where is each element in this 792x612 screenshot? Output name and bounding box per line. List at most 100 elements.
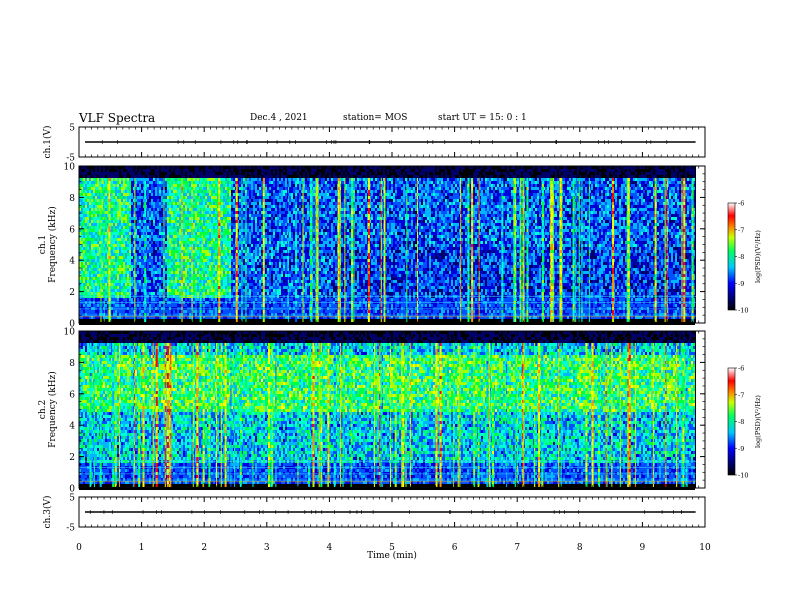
- spectrogram-cell: [99, 172, 101, 175]
- spectrogram-cell: [105, 235, 107, 238]
- spectrogram-cell: [153, 250, 155, 253]
- spectrogram-cell: [111, 205, 113, 208]
- spectrogram-cell: [91, 175, 93, 178]
- spectrogram-cell: [111, 190, 113, 193]
- spectrogram-cell: [91, 247, 93, 250]
- spectrogram-cell: [145, 175, 147, 178]
- spectrogram-cell: [155, 214, 157, 217]
- spectrogram-cell: [157, 319, 159, 322]
- spectrogram-cell: [123, 280, 125, 283]
- spectrogram-cell: [159, 178, 161, 181]
- spectrogram-cell: [95, 205, 97, 208]
- spectrogram-cell: [149, 205, 151, 208]
- spectrogram-cell: [83, 265, 85, 268]
- spectrogram-cell: [83, 205, 85, 208]
- spectrogram-cell: [105, 190, 107, 193]
- spectrogram-cell: [147, 238, 149, 241]
- spectrogram-cell: [147, 289, 149, 292]
- spectrogram-cell: [139, 208, 141, 211]
- spectrogram-cell: [87, 280, 89, 283]
- spectrogram-cell: [159, 286, 161, 289]
- spectrogram-cell: [131, 274, 133, 277]
- spectrogram-cell: [111, 220, 113, 223]
- spectrogram-cell: [113, 268, 115, 271]
- spectrogram-cell: [85, 256, 87, 259]
- spectrogram-cell: [113, 238, 115, 241]
- spectrogram-cell: [115, 196, 117, 199]
- spectrogram-cell: [151, 265, 153, 268]
- spectrogram-cell: [159, 208, 161, 211]
- spectrogram-cell: [117, 256, 119, 259]
- spectrogram-cell: [147, 265, 149, 268]
- spectrogram-cell: [115, 223, 117, 226]
- spectrogram-cell: [161, 253, 163, 256]
- spectrogram-cell: [119, 319, 121, 322]
- spectrogram-cell: [151, 253, 153, 256]
- spectrogram-cell: [105, 226, 107, 229]
- spectrogram-cell: [105, 304, 107, 307]
- spectrogram-cell: [153, 232, 155, 235]
- spectrogram-cell: [161, 220, 163, 223]
- spectrogram-cell: [129, 238, 131, 241]
- spectrogram-cell: [141, 199, 143, 202]
- spectrogram-cell: [117, 190, 119, 193]
- spectrogram-cell: [151, 286, 153, 289]
- spectrogram-cell: [121, 229, 123, 232]
- spectrogram-cell: [139, 256, 141, 259]
- spectrogram-cell: [159, 238, 161, 241]
- spectrogram-cell: [159, 214, 161, 217]
- spectrogram-cell: [127, 205, 129, 208]
- spectrogram-cell: [131, 181, 133, 184]
- spectrogram-cell: [117, 250, 119, 253]
- spectrogram-cell: [127, 259, 129, 262]
- spectrogram-cell: [129, 208, 131, 211]
- spectrogram-cell: [87, 181, 89, 184]
- spectrogram-cell: [111, 169, 113, 172]
- spectrogram-cell: [123, 193, 125, 196]
- spectrogram-cell: [97, 283, 99, 286]
- spectrogram-cell: [87, 205, 89, 208]
- spectrogram-cell: [97, 259, 99, 262]
- spectrogram-cell: [97, 217, 99, 220]
- spectrogram-cell: [131, 214, 133, 217]
- spectrogram-cell: [111, 286, 113, 289]
- spectrogram-cell: [129, 256, 131, 259]
- spectrogram-cell: [157, 271, 159, 274]
- spectrogram-cell: [97, 310, 99, 313]
- spectrogram-cell: [127, 193, 129, 196]
- spectrogram-cell: [151, 229, 153, 232]
- spectrogram-cell: [127, 274, 129, 277]
- spectrogram-cell: [95, 235, 97, 238]
- spectrogram-cell: [153, 187, 155, 190]
- spectrogram-cell: [109, 175, 111, 178]
- spectrogram-cell: [111, 247, 113, 250]
- spectrogram-cell: [141, 187, 143, 190]
- spectrogram-cell: [147, 277, 149, 280]
- spectrogram-cell: [89, 238, 91, 241]
- spectrogram-cell: [97, 289, 99, 292]
- spectrogram-cell: [81, 310, 83, 313]
- spectrogram-cell: [111, 244, 113, 247]
- spectrogram-cell: [117, 262, 119, 265]
- spectrogram-cell: [159, 268, 161, 271]
- spectrogram-cell: [117, 298, 119, 301]
- spectrogram-cell: [141, 241, 143, 244]
- spectrogram-cell: [115, 208, 117, 211]
- spectrogram-cell: [83, 169, 85, 172]
- spectrogram-cell: [125, 190, 127, 193]
- spectrogram-cell: [127, 172, 129, 175]
- spectrogram-cell: [139, 175, 141, 178]
- spectrogram-cell: [149, 298, 151, 301]
- spectrogram-cell: [105, 178, 107, 181]
- spectrogram-cell: [105, 199, 107, 202]
- spectrogram-cell: [85, 226, 87, 229]
- spectrogram-cell: [117, 244, 119, 247]
- spectrogram-cell: [97, 256, 99, 259]
- spectrogram-cell: [137, 187, 139, 190]
- spectrogram-cell: [153, 289, 155, 292]
- spectrogram-cell: [129, 178, 131, 181]
- spectrogram-cell: [157, 292, 159, 295]
- spectrogram-cell: [119, 310, 121, 313]
- spectrogram-cell: [125, 319, 127, 322]
- spectrogram-cell: [115, 244, 117, 247]
